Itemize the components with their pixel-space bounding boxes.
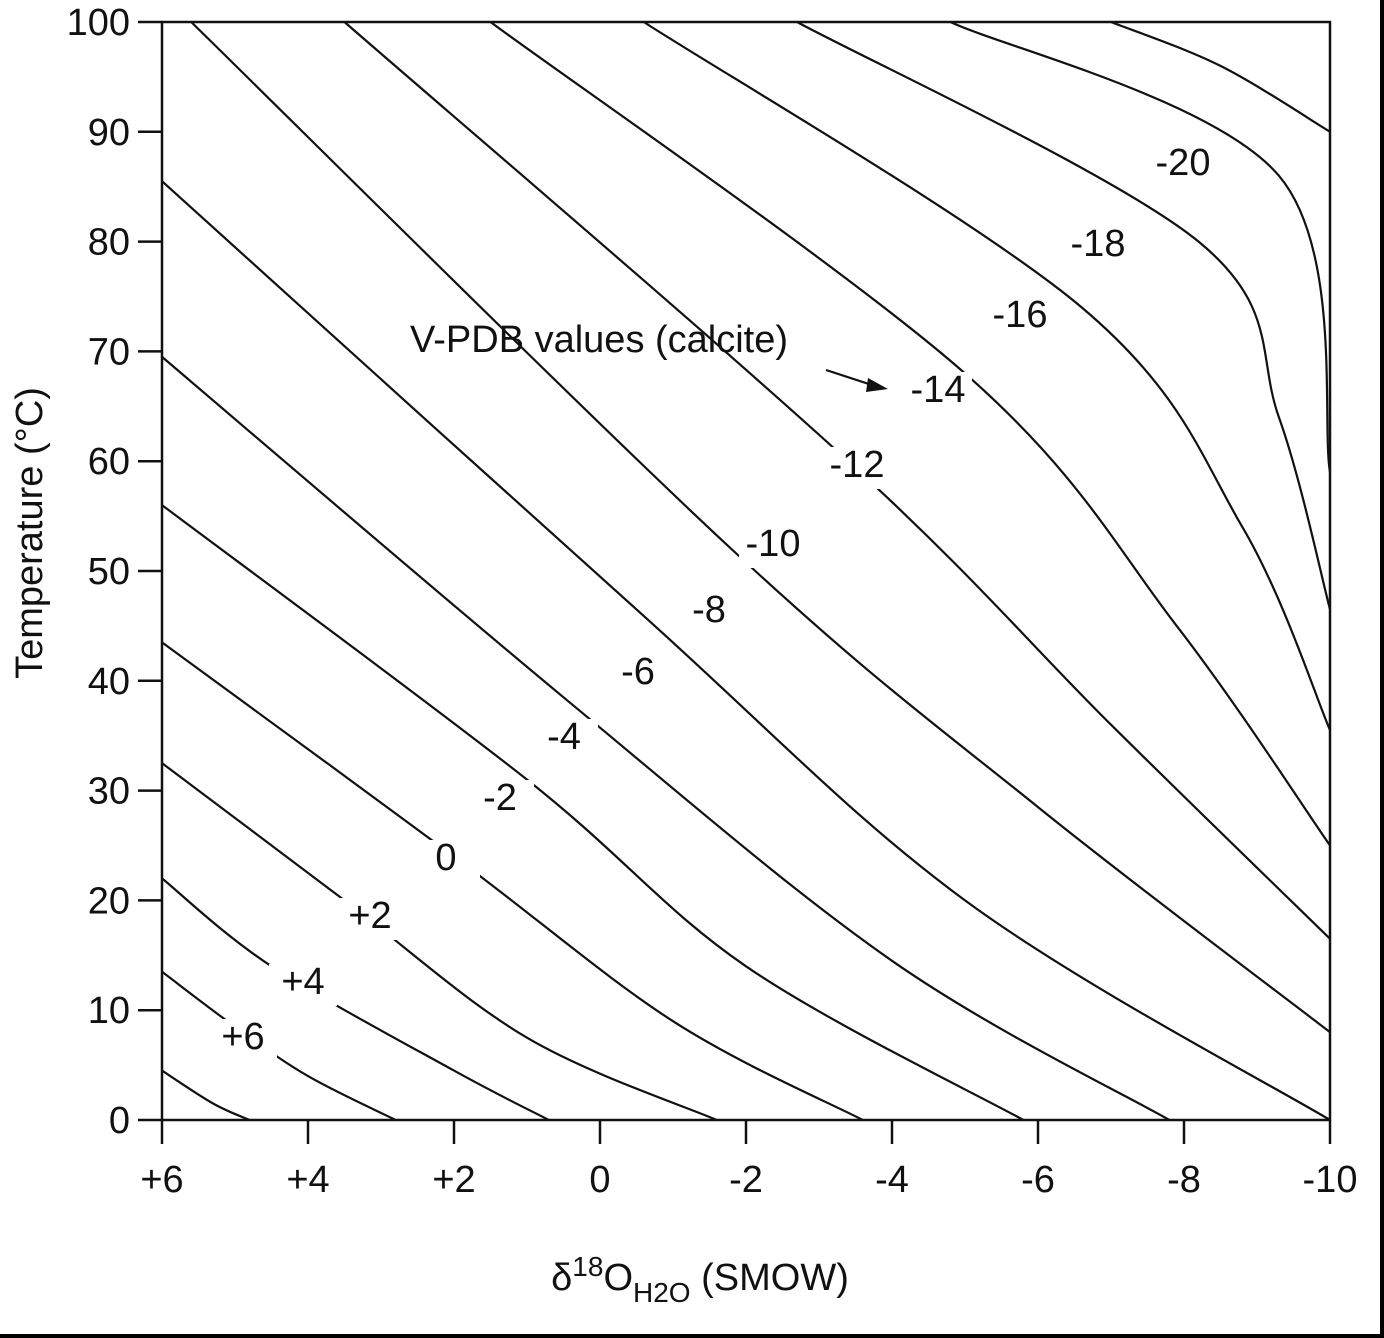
x-tick-label: -2 [729,1159,763,1201]
annotation-text: V-PDB values (calcite) [410,319,788,361]
contour-label-background [823,447,891,489]
y-tick-label: 0 [109,1100,130,1142]
contour-label-minus12: -12 [830,444,885,486]
contour-line-minus14 [489,21,1331,847]
contour-label-minus18: -18 [1071,223,1126,265]
contour-label-background [466,780,534,822]
y-tick-label: 70 [88,331,130,373]
x-tick-label: +4 [286,1159,329,1201]
contour-label-background [530,719,598,761]
y-tick-label: 90 [88,112,130,154]
contour-line-minus2 [161,641,864,1121]
x-tick-label: -4 [875,1159,909,1201]
y-tick-label: 40 [88,661,130,703]
contour-label-background [1064,226,1132,268]
contour-label-plus2: +2 [348,895,391,937]
x-tick-label: +2 [432,1159,475,1201]
y-axis-title: Temperature (°C) [9,387,51,679]
contour-label-plus6: +6 [221,1016,264,1058]
contour-line-minus20 [949,21,1332,473]
annotation-arrowhead [866,378,888,392]
contour-line-minus16 [643,21,1332,731]
x-axis-title-main: O [603,1257,633,1299]
contour-line-0 [161,762,718,1122]
contour-label-minus10: -10 [746,523,801,565]
contour-label-background [739,526,807,568]
contour-line-minus4 [161,504,1024,1121]
x-axis-title: δ18OH2O (SMOW) [551,1251,849,1308]
y-tick-label: 80 [88,222,130,264]
y-tick-label: 30 [88,771,130,813]
contour-label-minus14: -14 [911,369,966,411]
contour-labels: +6 +4 +2 0 -2 -4 -6 -8 -10 -12 -14 -16 -18 -20 [209,142,1217,1061]
contour-label-minus16: -16 [993,294,1048,336]
x-axis: +6 +4 +2 0 -2 -4 -6 -8 -10 [140,1120,1357,1201]
contour-label-background [336,898,404,940]
contour-label-0: 0 [435,837,456,879]
contour-label-background [1149,145,1217,187]
contour-label-minus20: -20 [1156,142,1211,184]
contour-label-minus6: -6 [621,651,655,693]
contour-label-background [904,372,972,414]
contour-line-unlabeled [1110,20,1331,133]
y-tick-label: 60 [88,441,130,483]
contour-line-plus6 [161,1069,251,1122]
contour-label-plus4: +4 [281,961,324,1003]
contour-label-background [604,654,672,696]
contour-line-minus8 [161,180,1331,1121]
contour-line-minus18 [796,21,1332,610]
x-axis-title-subscript: H2O [633,1277,691,1308]
contour-label-minus8: -8 [692,589,726,631]
x-tick-label: -8 [1167,1159,1201,1201]
y-tick-label: 10 [88,990,130,1032]
x-tick-label: -10 [1303,1159,1358,1201]
contour-line-minus12 [343,21,1331,940]
contour-label-background [675,592,743,634]
x-tick-label: +6 [140,1159,183,1201]
y-tick-label: 100 [67,2,130,44]
y-axis: 0 10 20 30 40 50 60 70 80 90 100 [67,2,162,1142]
contour-label-background [269,964,337,1006]
y-tick-label: 20 [88,880,130,922]
x-tick-label: -6 [1021,1159,1055,1201]
contour-line-minus6 [161,356,1170,1121]
contour-label-background [412,840,480,882]
contour-label-background [209,1019,277,1061]
contour-lines [161,20,1332,1122]
x-axis-title-superscript: 18 [572,1251,603,1282]
x-axis-title-delta: δ [551,1257,572,1299]
contour-label-minus2: -2 [483,777,517,819]
contour-label-minus4: -4 [547,716,581,758]
contour-line-plus2 [161,877,550,1121]
x-tick-label: 0 [589,1159,610,1201]
contour-label-background [986,297,1054,339]
x-axis-title-tail: (SMOW) [691,1257,849,1299]
y-tick-label: 50 [88,551,130,593]
annotation-arrow-line [825,368,873,387]
contour-line-minus10 [190,21,1331,1034]
annotation: V-PDB values (calcite) [410,319,888,392]
